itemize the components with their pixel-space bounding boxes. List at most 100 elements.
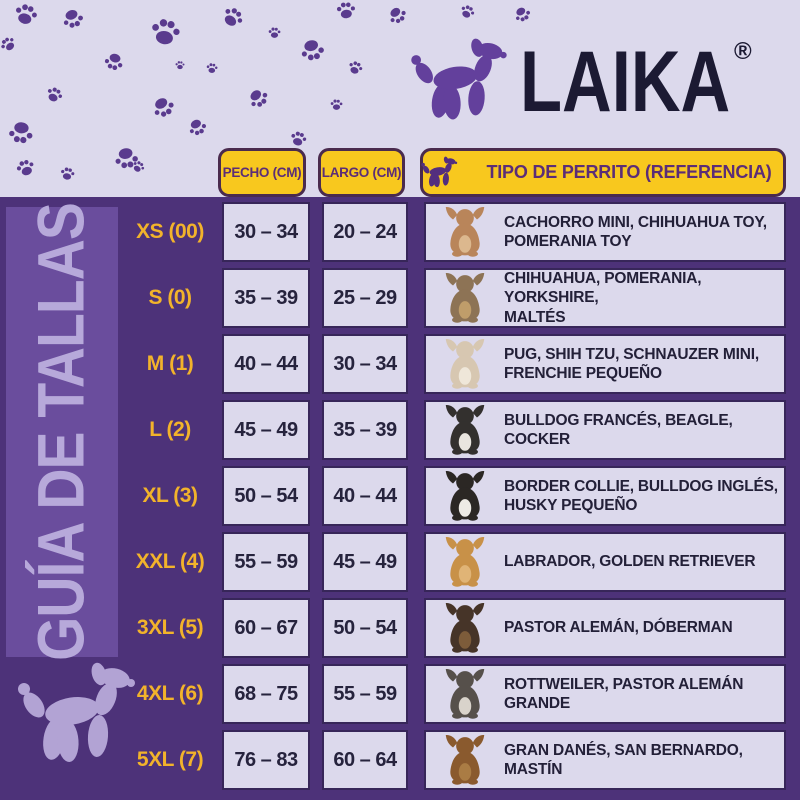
reference-cell: LABRADOR, GOLDEN RETRIEVER: [424, 532, 786, 592]
table-row: XS (00) 30 – 34 20 – 24 CACHORRO MINI, C…: [122, 202, 786, 262]
chest-range-value: 45 – 49: [234, 418, 298, 441]
length-range-value: 55 – 59: [333, 682, 397, 705]
chest-range-value: 55 – 59: [234, 550, 298, 573]
reference-cell: BULLDOG FRANCÉS, BEAGLE, COCKER: [424, 400, 786, 460]
breed-list: BULLDOG FRANCÉS, BEAGLE, COCKER: [504, 411, 733, 448]
breed-list: GRAN DANÉS, SAN BERNARDO, MASTÍN: [504, 741, 743, 778]
chest-range-cell: 68 – 75: [222, 664, 310, 724]
paw-icon: [335, 0, 357, 21]
balloon-dog-icon: [408, 34, 514, 130]
paw-icon: [458, 2, 478, 22]
length-range-value: 30 – 34: [333, 352, 397, 375]
breed-list: LABRADOR, GOLDEN RETRIEVER: [504, 553, 756, 571]
table-row: L (2) 45 – 49 35 – 39 BULLDOG FRANCÉS, B…: [122, 400, 786, 460]
length-column-header: LARGO (CM): [318, 148, 405, 197]
paw-icon: [7, 119, 35, 147]
chest-range-cell: 35 – 39: [222, 268, 310, 328]
length-range-value: 50 – 54: [333, 616, 397, 639]
reference-header-label: TIPO DE PERRITO (REFERENCIA): [486, 162, 772, 182]
table-row: M (1) 40 – 44 30 – 34 PUG, SHIH TZU, SCH…: [122, 334, 786, 394]
breed-list: CHIHUAHUA, POMERANIA, YORKSHIRE, MALTÉS: [504, 269, 702, 326]
breed-list: ROTTWEILER, PASTOR ALEMÁN GRANDE: [504, 675, 744, 712]
table-row: S (0) 35 – 39 25 – 29 CHIHUAHUA, POMERAN…: [122, 268, 786, 328]
balloon-dog-icon: [420, 156, 460, 190]
paw-icon: [205, 61, 218, 74]
chest-range-cell: 30 – 34: [222, 202, 310, 262]
reference-cell: GRAN DANÉS, SAN BERNARDO, MASTÍN: [424, 730, 786, 790]
paw-icon: [148, 14, 184, 50]
table-row: XXL (4) 55 – 59 45 – 49 LABRADOR, GOLDEN…: [122, 532, 786, 592]
paw-icon: [11, 0, 40, 29]
breed-list: CACHORRO MINI, CHIHUAHUA TOY, POMERANIA …: [504, 213, 767, 250]
chest-range-value: 76 – 83: [234, 748, 298, 771]
chest-range-value: 30 – 34: [234, 220, 298, 243]
chest-range-value: 50 – 54: [234, 484, 298, 507]
dog-photo: [442, 734, 488, 786]
breed-list: PASTOR ALEMÁN, DÓBERMAN: [504, 619, 733, 637]
length-range-cell: 40 – 44: [322, 466, 408, 526]
chest-range-cell: 45 – 49: [222, 400, 310, 460]
chest-range-cell: 50 – 54: [222, 466, 310, 526]
length-range-cell: 30 – 34: [322, 334, 408, 394]
paw-icon: [0, 33, 19, 56]
reference-cell: CHIHUAHUA, POMERANIA, YORKSHIRE, MALTÉS: [424, 268, 786, 328]
breed-list: BORDER COLLIE, BULLDOG INGLÉS, HUSKY PEQ…: [504, 477, 778, 514]
registered-mark: ®: [734, 38, 752, 65]
paw-icon: [102, 50, 126, 74]
paw-icon: [185, 115, 210, 140]
chest-range-cell: 76 – 83: [222, 730, 310, 790]
dog-photo: [442, 668, 488, 720]
size-label: 4XL (6): [136, 682, 204, 705]
size-label: XL (3): [142, 484, 198, 507]
chest-range-value: 68 – 75: [234, 682, 298, 705]
size-label: M (1): [146, 352, 194, 375]
length-header-label: LARGO (CM): [321, 165, 402, 180]
chest-range-value: 35 – 39: [234, 286, 298, 309]
paw-icon: [297, 35, 328, 66]
chest-range-cell: 60 – 67: [222, 598, 310, 658]
table-row: 5XL (7) 76 – 83 60 – 64 GRAN DANÉS, SAN …: [122, 730, 786, 790]
paw-icon: [218, 2, 249, 33]
chest-range-value: 60 – 67: [234, 616, 298, 639]
length-range-cell: 20 – 24: [322, 202, 408, 262]
length-range-cell: 25 – 29: [322, 268, 408, 328]
table-row: 4XL (6) 68 – 75 55 – 59 ROTTWEILER, PAST…: [122, 664, 786, 724]
dog-photo: [442, 536, 488, 588]
size-guide-band: GUÍA DE TALLAS: [6, 203, 118, 661]
dog-photo: [442, 404, 488, 456]
length-range-value: 35 – 39: [333, 418, 397, 441]
length-range-cell: 45 – 49: [322, 532, 408, 592]
paw-icon: [59, 165, 76, 182]
breed-list: PUG, SHIH TZU, SCHNAUZER MINI, FRENCHIE …: [504, 345, 759, 382]
chest-range-value: 40 – 44: [234, 352, 298, 375]
paw-icon: [288, 128, 309, 149]
reference-cell: BORDER COLLIE, BULLDOG INGLÉS, HUSKY PEQ…: [424, 466, 786, 526]
length-range-value: 20 – 24: [333, 220, 397, 243]
size-label: 3XL (5): [136, 616, 204, 639]
dog-photo: [442, 206, 488, 258]
size-label: 5XL (7): [136, 748, 204, 771]
reference-cell: PASTOR ALEMÁN, DÓBERMAN: [424, 598, 786, 658]
length-range-cell: 55 – 59: [322, 664, 408, 724]
table-row: 3XL (5) 60 – 67 50 – 54 PASTOR ALEMÁN, D…: [122, 598, 786, 658]
length-range-value: 25 – 29: [333, 286, 397, 309]
paw-icon: [384, 2, 410, 28]
reference-cell: PUG, SHIH TZU, SCHNAUZER MINI, FRENCHIE …: [424, 334, 786, 394]
size-guide-title: GUÍA DE TALLAS: [24, 203, 99, 661]
table-row: XL (3) 50 – 54 40 – 44 BORDER COLLIE, BU…: [122, 466, 786, 526]
paw-icon: [59, 5, 87, 33]
paw-icon: [148, 92, 179, 123]
chest-header-label: PECHO (CM): [222, 165, 302, 180]
length-range-cell: 50 – 54: [322, 598, 408, 658]
dog-photo: [442, 272, 488, 324]
paw-icon: [43, 83, 66, 106]
size-label: L (2): [149, 418, 191, 441]
chest-range-cell: 40 – 44: [222, 334, 310, 394]
paw-icon: [175, 60, 185, 70]
chest-column-header: PECHO (CM): [218, 148, 306, 197]
length-range-value: 45 – 49: [333, 550, 397, 573]
dog-photo: [442, 470, 488, 522]
paw-icon: [330, 98, 343, 111]
paw-icon: [346, 58, 365, 77]
